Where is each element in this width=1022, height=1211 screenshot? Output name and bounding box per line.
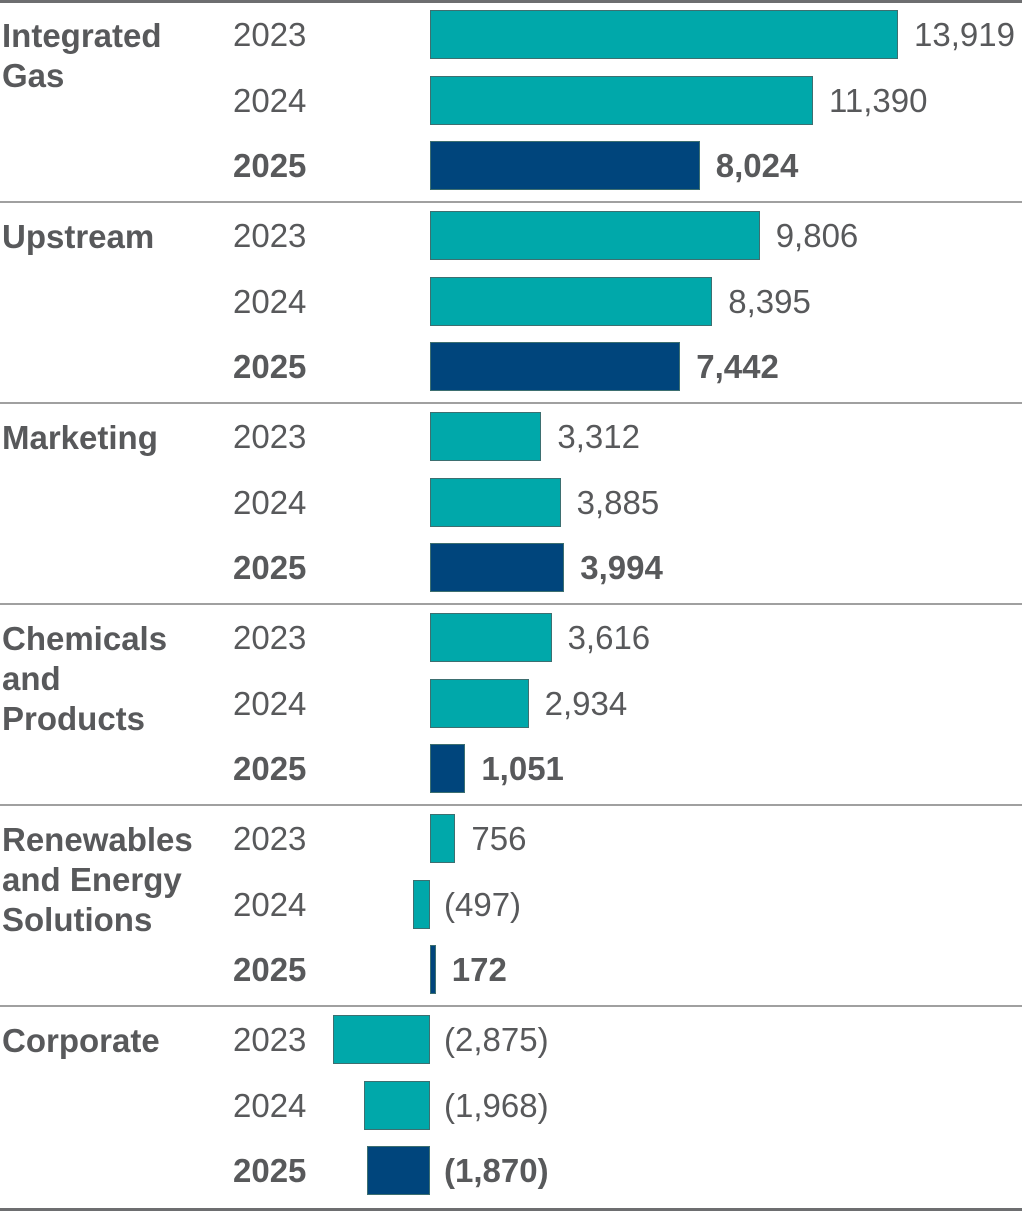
year-label: 2023 xyxy=(233,820,307,857)
top-rule xyxy=(0,0,1022,3)
bar xyxy=(430,276,713,326)
category-label: Upstream xyxy=(2,218,155,255)
bar xyxy=(430,945,436,994)
data-label: 3,994 xyxy=(580,549,663,586)
data-label: (1,968) xyxy=(444,1086,549,1124)
year-label: 2024 xyxy=(233,282,307,320)
bar xyxy=(430,141,700,190)
bar xyxy=(430,10,898,59)
group-divider xyxy=(0,201,1022,203)
data-label: 13,919 xyxy=(914,16,1015,53)
year-label: 2025 xyxy=(233,750,307,787)
year-label: 2023 xyxy=(233,418,307,455)
year-label: 2023 xyxy=(233,1021,307,1058)
year-label: 2024 xyxy=(233,1086,307,1124)
year-label: 2023 xyxy=(233,16,307,53)
year-label: 2025 xyxy=(233,951,307,988)
category-label: Integrated Gas xyxy=(2,17,162,94)
data-label: (2,875) xyxy=(444,1021,549,1058)
data-label: 3,885 xyxy=(576,483,660,521)
data-label: 8,395 xyxy=(728,282,811,320)
bar xyxy=(430,678,529,728)
bar xyxy=(413,879,430,929)
category-label: Corporate xyxy=(2,1022,160,1059)
year-label: 2025 xyxy=(233,549,307,586)
bar xyxy=(333,1015,430,1064)
year-label: 2025 xyxy=(233,1152,307,1189)
year-label: 2024 xyxy=(233,885,307,923)
category-label: Chemicals and Products xyxy=(2,620,168,737)
bar xyxy=(430,75,813,125)
bar xyxy=(430,211,760,260)
data-label: 172 xyxy=(451,951,507,988)
data-label: 11,390 xyxy=(828,81,928,119)
year-label: 2025 xyxy=(233,147,307,184)
bar xyxy=(430,613,552,662)
category-label: Renewables and Energy Solutions xyxy=(2,821,193,938)
year-label: 2023 xyxy=(233,619,307,656)
bar xyxy=(430,412,542,461)
year-label: 2023 xyxy=(233,217,307,254)
year-label: 2024 xyxy=(233,483,307,521)
year-label: 2024 xyxy=(233,81,307,119)
bar xyxy=(367,1146,430,1195)
bar xyxy=(363,1080,430,1130)
category-label: Marketing xyxy=(2,419,158,456)
group-divider xyxy=(0,804,1022,806)
data-label: 1,051 xyxy=(481,750,564,787)
data-label: (497) xyxy=(444,885,522,923)
bar xyxy=(430,744,466,793)
bar xyxy=(430,477,561,527)
year-label: 2025 xyxy=(233,348,307,385)
group-divider xyxy=(0,1005,1022,1007)
data-label: (1,870) xyxy=(444,1152,549,1189)
data-label: 7,442 xyxy=(696,348,779,385)
group-divider xyxy=(0,603,1022,605)
data-label: 756 xyxy=(471,820,527,857)
data-label: 3,312 xyxy=(557,418,640,455)
year-label: 2024 xyxy=(233,684,307,722)
bar xyxy=(430,543,565,592)
data-label: 3,616 xyxy=(567,619,651,656)
group-divider xyxy=(0,402,1022,404)
bar xyxy=(430,814,456,863)
data-label: 2,934 xyxy=(544,684,628,722)
data-label: 8,024 xyxy=(715,147,799,184)
data-label: 9,806 xyxy=(775,217,859,254)
bar xyxy=(430,342,681,391)
